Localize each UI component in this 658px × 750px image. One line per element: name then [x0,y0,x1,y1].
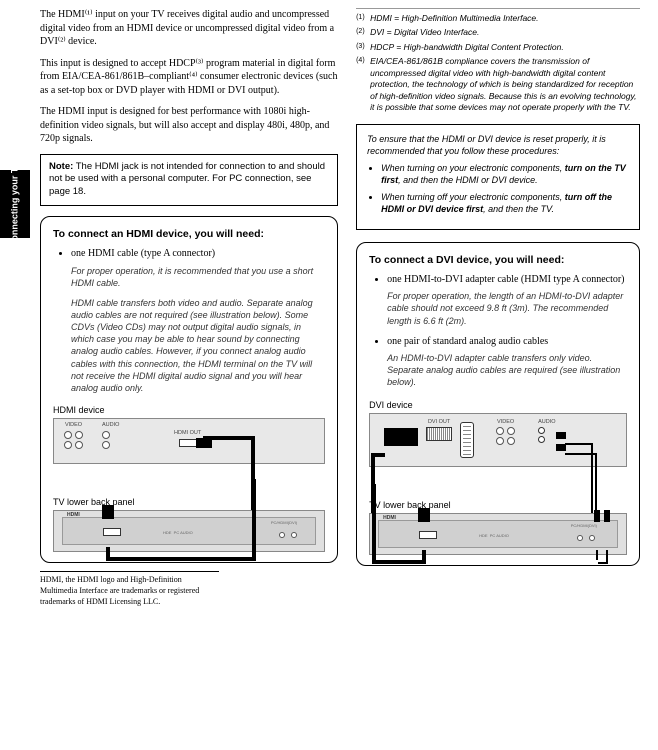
hdmi-connect-box: To connect an HDMI device, you will need… [40,216,338,563]
note-label: Note: [49,161,73,172]
dvi-connect-box: To connect a DVI device, you will need: … [356,242,640,566]
dvi-diagram: DVI device DVI OUT VIDEO AUDIO [369,399,627,555]
side-tab-label: Connecting your TV [10,161,21,247]
tv-panel-label-2: TV lower back panel [369,499,627,511]
audio-plug-tv-l [604,510,610,522]
right-column: (1)HDMI = High-Definition Multimedia Int… [356,8,640,608]
tv-back-panel-2: HDMI PC/HDMI(DVI) HDE PC AUDIO [369,513,627,555]
intro-p1: The HDMI⁽¹⁾ input on your TV receives di… [40,8,338,49]
dvi-out-port [426,427,452,441]
hdmi-box-title: To connect an HDMI device, you will need… [53,227,325,241]
audio-plug-tv-r [594,510,600,522]
hdmi-item-1: one HDMI cable (type A connector) [71,247,325,261]
proc-item-2: When turning off your electronic compone… [381,191,629,215]
dvi-item-2: one pair of standard analog audio cables [387,335,627,349]
tv-back-panel-1: HDMI PC/HDMI(DVI) HDE PC AUDIO [53,510,325,552]
intro-p3: The HDMI input is designed for best perf… [40,105,338,146]
hdmi-diagram: HDMI device VIDEO AUDIO HDMI OUT [53,404,325,552]
dvi-box-title: To connect a DVI device, you will need: [369,253,627,267]
dvi-device-panel: DVI OUT VIDEO AUDIO [369,413,627,467]
side-tab: Connecting your TV [0,170,30,238]
note-box: Note: The HDMI jack is not intended for … [40,154,338,206]
hdmi-device-panel: VIDEO AUDIO HDMI OUT [53,418,325,464]
audio-plug-r [556,432,566,439]
proc-item-1: When turning on your electronic componen… [381,162,629,186]
proc-intro: To ensure that the HDMI or DVI device is… [367,133,629,157]
dvi-note-2: An HDMI-to-DVI adapter cable transfers o… [369,352,627,388]
hdmi-device-label: HDMI device [53,404,325,416]
audio-plug-l [556,444,566,451]
dvi-plug [384,428,418,446]
hdmi-plug-tv [418,508,430,522]
hdmi-out-port [179,439,197,447]
dvi-note-1: For proper operation, the length of an H… [369,290,627,326]
procedures-box: To ensure that the HDMI or DVI device is… [356,124,640,230]
tv-hdmi-port-2 [419,531,437,539]
remote-icon [460,422,474,458]
tv-panel-label-1: TV lower back panel [53,496,325,508]
hdmi-note-2: HDMI cable transfers both video and audi… [53,297,325,394]
note-text: The HDMI jack is not intended for connec… [49,161,325,198]
dvi-item-1: one HDMI-to-DVI adapter cable (HDMI type… [387,273,627,287]
dvi-device-label: DVI device [369,399,627,411]
tv-hdmi-port-1 [103,528,121,536]
intro-p2: This input is designed to accept HDCP⁽³⁾… [40,57,338,98]
hdmi-note-1: For proper operation, it is recommended … [53,265,325,289]
trademark-note: HDMI, the HDMI logo and High-Definition … [40,571,219,607]
footnotes: (1)HDMI = High-Definition Multimedia Int… [356,8,640,114]
hdmi-plug-bottom [102,505,114,519]
left-column: The HDMI⁽¹⁾ input on your TV receives di… [40,8,338,608]
